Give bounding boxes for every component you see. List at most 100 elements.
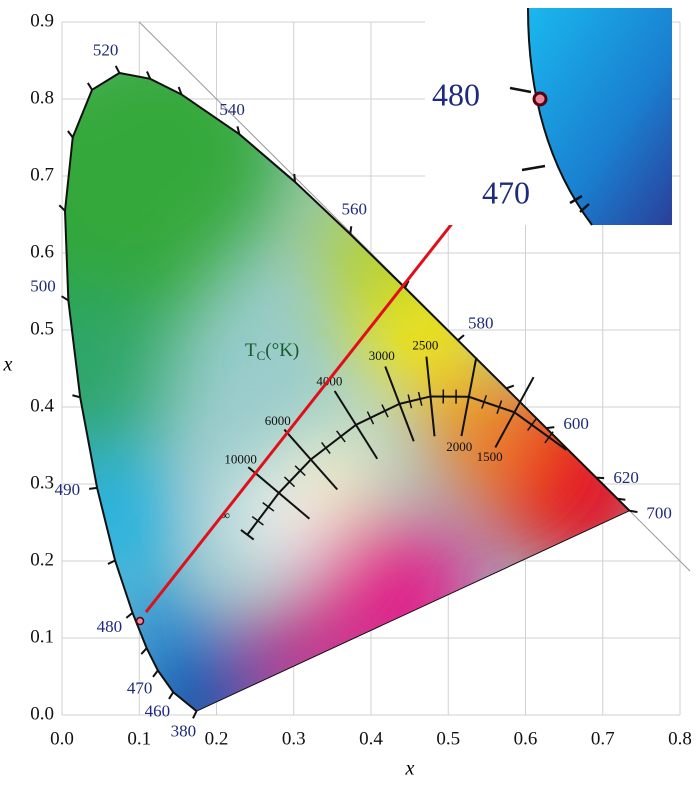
wavelength-label: 520 <box>93 41 119 60</box>
cct-title-part: (°K) <box>265 340 299 361</box>
gamut-blob <box>65 72 290 280</box>
isotemperature-line <box>460 357 478 437</box>
x-tick-label: 0.1 <box>127 728 151 749</box>
x-tick-label: 0.8 <box>668 728 692 749</box>
locus-tick <box>629 509 638 514</box>
locus-minor-tick <box>251 515 264 526</box>
locus-tick <box>61 295 69 302</box>
x-tick-label: 0.7 <box>591 728 615 749</box>
x-tick-label: 0.4 <box>359 728 383 749</box>
locus-minor-tick <box>544 431 554 444</box>
wavelength-label: 700 <box>646 504 672 523</box>
locus-tick <box>457 334 465 342</box>
locus-tick <box>349 226 353 235</box>
locus-tick <box>146 71 152 80</box>
locus-minor-tick <box>321 441 331 454</box>
locus-end <box>240 529 255 541</box>
y-tick-label: 0.6 <box>30 241 54 262</box>
y-tick-label: 0.3 <box>30 472 54 493</box>
y-tick-label: 0.7 <box>30 164 54 185</box>
locus-minor-tick <box>294 465 306 477</box>
isotemperature-line <box>425 356 436 437</box>
gamut-blob <box>295 425 385 515</box>
wavelength-label: 500 <box>30 277 56 296</box>
gamut-blob <box>540 450 630 570</box>
locus-tick <box>58 204 66 212</box>
wavelength-label: 460 <box>145 701 171 720</box>
locus-minor-tick <box>417 391 423 406</box>
locus-minor-tick <box>283 476 296 488</box>
isotemperature-line <box>333 390 379 460</box>
locus-tick <box>177 86 183 95</box>
locus-tick <box>617 497 626 501</box>
inset: 480 470 <box>425 7 672 226</box>
locus-minor-tick <box>527 418 537 431</box>
locus-tick <box>114 65 121 74</box>
locus-minor-tick <box>381 404 389 418</box>
y-axis-label: x <box>3 354 13 376</box>
cct-label: ∞ <box>221 508 230 523</box>
cct-label: 2500 <box>412 338 438 353</box>
locus-tick <box>86 82 93 91</box>
cct-label: 10000 <box>224 452 257 467</box>
isotemperature-line <box>247 466 311 520</box>
inset-ticks <box>509 86 590 213</box>
gamut-blob <box>65 450 180 590</box>
isotemperature-line <box>494 376 535 448</box>
cct-label: 3000 <box>369 348 395 363</box>
locus-tick <box>596 476 605 480</box>
locus-tick <box>546 426 555 430</box>
inset-label: 470 <box>482 174 530 210</box>
gamut-blob <box>420 370 540 490</box>
purple-line <box>196 510 630 712</box>
gamut-blob <box>240 600 360 712</box>
cct-label: 6000 <box>265 413 291 428</box>
x-axis-label: x <box>405 758 415 780</box>
plot: 0.0 0.1 0.2 0.3 0.4 0.5 0.6 0.7 0.8 0.0 0.1 0.2 0.3 0… <box>30 10 692 749</box>
locus-tick <box>67 130 74 138</box>
wavelength-label: 560 <box>342 199 368 218</box>
y-tick-label: 0.5 <box>30 318 54 339</box>
isotemperature-line <box>384 366 415 442</box>
y-tick-label: 0.2 <box>30 549 54 570</box>
locus-tick <box>192 710 198 719</box>
wavelength-label: 580 <box>468 314 494 333</box>
locus-minor-tick <box>366 411 375 425</box>
locus-tick <box>140 647 148 655</box>
wavelength-label: 600 <box>563 414 589 433</box>
locus-tick <box>168 691 175 700</box>
cct-label: 2000 <box>446 439 472 454</box>
y-tick-label: 0.1 <box>30 626 54 647</box>
locus-tick <box>107 559 116 565</box>
wavelength-label: 540 <box>219 100 245 119</box>
locus-tick <box>404 280 410 289</box>
x-tick-label: 0.6 <box>514 728 538 749</box>
y-tick-label: 0.4 <box>30 395 54 416</box>
locus-tick <box>293 173 296 183</box>
cct-title: TC(°K) <box>245 340 299 363</box>
inset-locus <box>527 7 593 226</box>
cct-title-part: T <box>245 340 257 361</box>
cct-title-part: C <box>257 348 266 363</box>
x-tick-label: 0.5 <box>436 728 460 749</box>
x-tick-label: 0.0 <box>50 728 74 749</box>
locus-minor-tick <box>407 394 413 409</box>
wavelength-label: 490 <box>55 480 81 499</box>
inset-point <box>532 91 548 107</box>
y-tick-label: 0.0 <box>30 703 54 724</box>
wavelength-label: 480 <box>97 617 123 636</box>
locus-tick <box>89 486 98 490</box>
inset-region <box>528 8 672 225</box>
cct-label: 1500 <box>477 449 503 464</box>
locus-minor-tick <box>336 430 346 443</box>
locus-tick <box>125 612 134 619</box>
locus-tick <box>236 126 241 135</box>
locus-minor-tick <box>262 502 275 512</box>
locus-tick <box>72 394 81 399</box>
inset-label: 480 <box>432 76 480 112</box>
wavelength-label: 620 <box>613 468 639 487</box>
data-point <box>135 616 145 626</box>
locus-minor-tick <box>481 395 488 409</box>
locus-tick <box>152 669 159 678</box>
isotemperature-line <box>283 428 339 491</box>
